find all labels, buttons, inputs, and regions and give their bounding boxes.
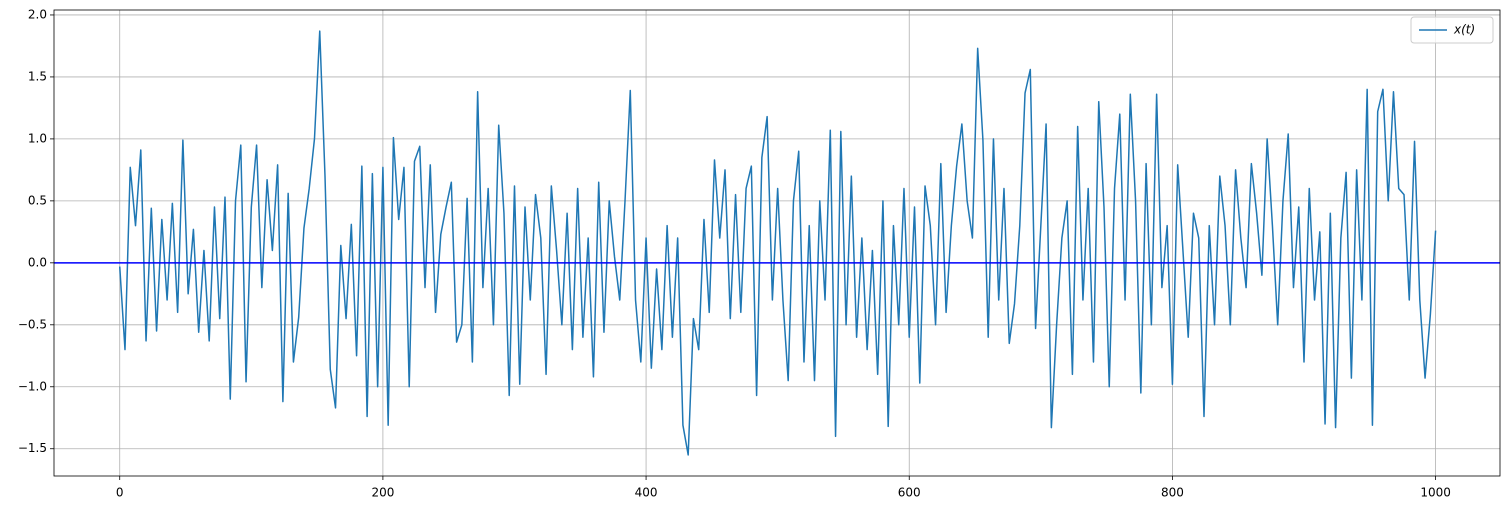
y-tick-label: 1.5: [28, 69, 47, 83]
y-tick-label: −1.0: [18, 379, 47, 393]
y-tick-label: −0.5: [18, 317, 47, 331]
y-tick-label: 0.5: [28, 193, 47, 207]
legend-box: [1410, 16, 1494, 44]
data-line: [118, 30, 1437, 456]
y-tick-label: 1.0: [28, 131, 47, 145]
y-tick-label: 0.0: [28, 255, 47, 269]
x-tick-label: 400: [635, 486, 658, 500]
x-tick-label: 200: [371, 486, 394, 500]
legend-label: x(t): [1453, 23, 1475, 37]
plot-frame: [53, 9, 1501, 477]
x-tick-label: 1000: [1420, 486, 1451, 500]
y-tick-label: 2.0: [28, 7, 47, 21]
x-tick-label: 600: [898, 486, 921, 500]
y-tick-label: −1.5: [18, 441, 47, 455]
x-tick-label: 800: [1161, 486, 1184, 500]
x-tick-label: 0: [116, 486, 124, 500]
